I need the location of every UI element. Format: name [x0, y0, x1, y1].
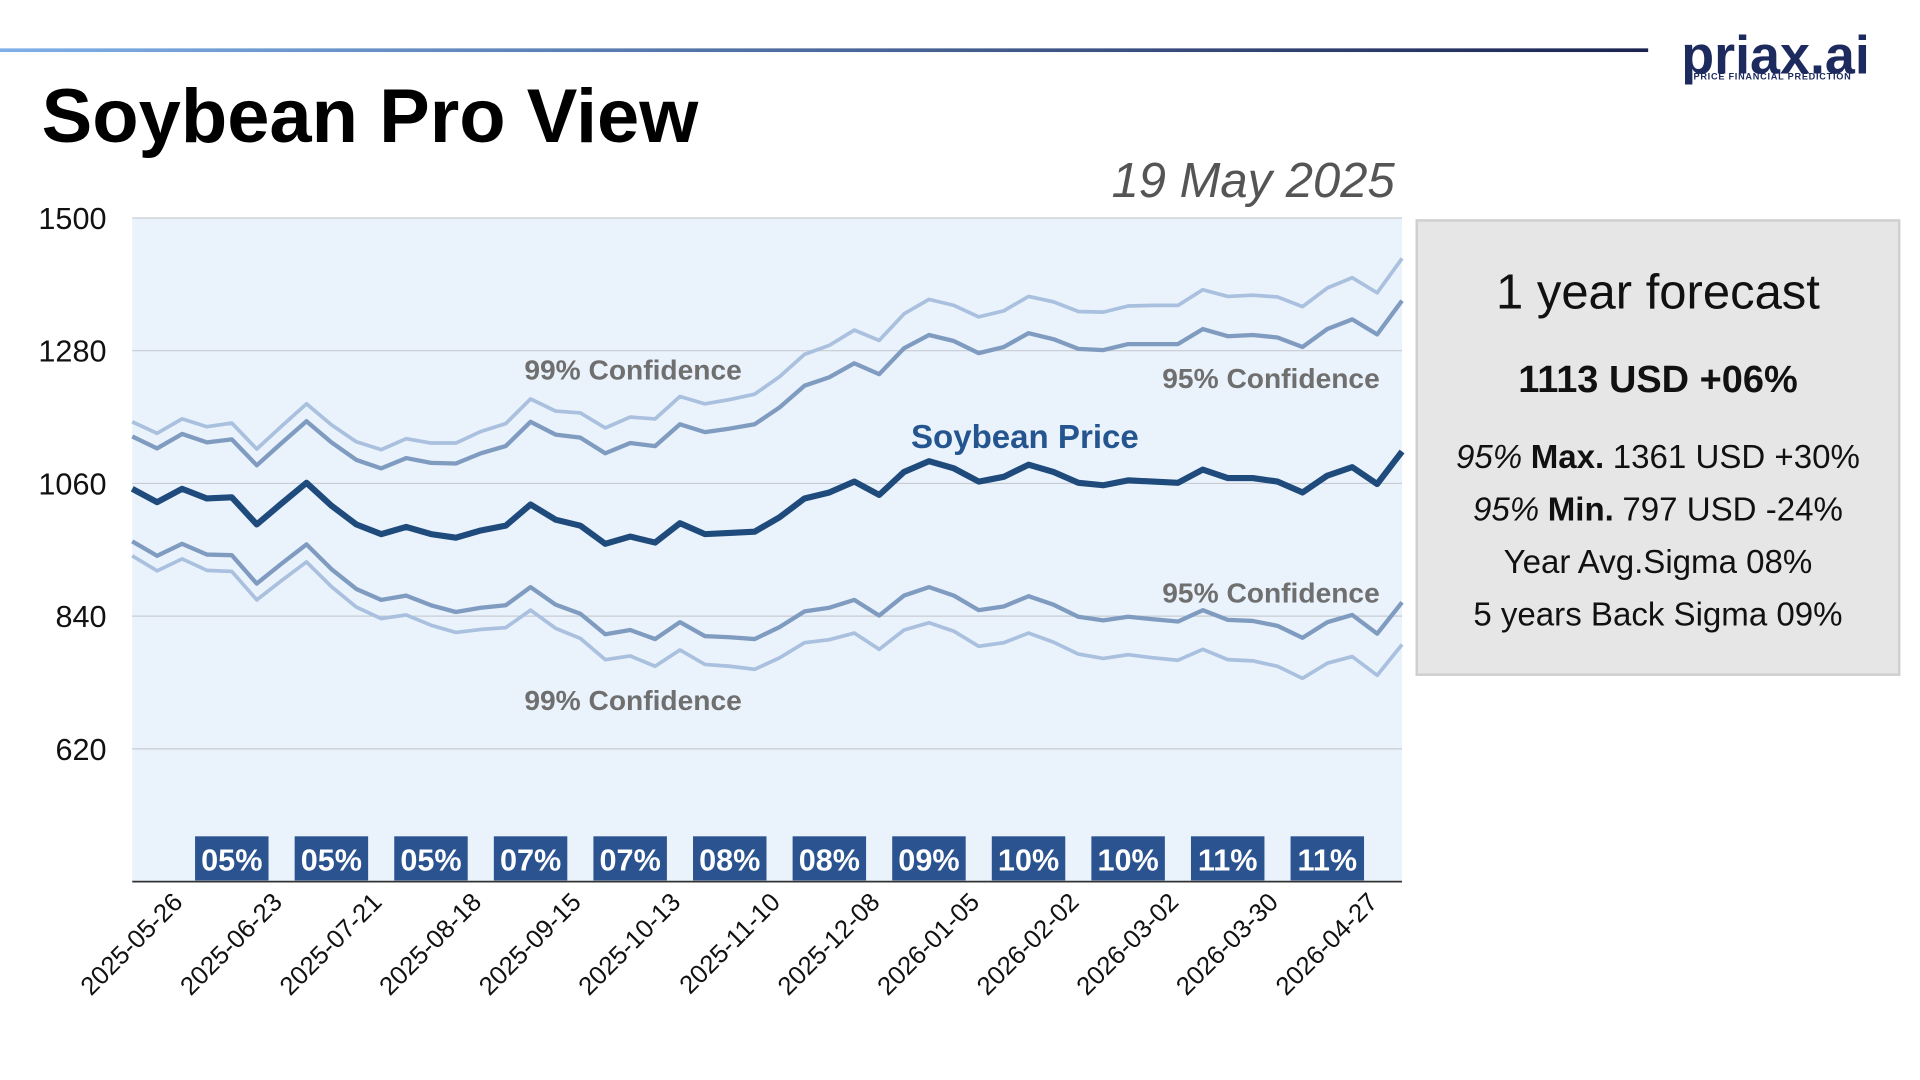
x-tick-label: 2025-09-15: [474, 888, 587, 1001]
top-rule: [0, 48, 1649, 53]
y-tick-label: 620: [55, 733, 106, 767]
series-line: [131, 299, 1404, 471]
panel-line: 95% Min. 797 USD -24%: [1473, 491, 1843, 528]
y-tick-label: 840: [55, 600, 106, 634]
sigma-label: 11%: [1298, 844, 1358, 878]
panel-line: Year Avg.Sigma 08%: [1504, 544, 1813, 581]
y-tick-label: 1500: [38, 202, 106, 236]
sigma-box: [892, 836, 966, 881]
series-annotation: Soybean Price: [911, 419, 1139, 456]
sigma-box: [493, 836, 568, 881]
sigma-label: 08%: [799, 844, 860, 878]
x-tick-label: 2025-05-26: [76, 888, 189, 1001]
logo: priax.ai: [1681, 25, 1870, 85]
series-annotation: 95% Confidence: [1162, 363, 1379, 394]
sigma-box: [394, 836, 468, 881]
series-line: [131, 539, 1404, 642]
panel-line-qualifier: 95%: [1473, 491, 1539, 528]
series-line: [131, 257, 1404, 452]
x-tick-label: 2026-04-27: [1271, 888, 1384, 1001]
plot-area: [132, 217, 1403, 882]
panel-line-key: Min.: [1548, 491, 1614, 528]
sigma-label: 05%: [301, 844, 362, 878]
x-tick-label: 2025-07-21: [275, 888, 388, 1001]
series-annotation: 95% Confidence: [1162, 577, 1379, 608]
sigma-box: [195, 836, 269, 881]
panel-title: 1 year forecast: [1496, 266, 1820, 320]
panel-line-qualifier: 95%: [1456, 439, 1522, 476]
sigma-label: 10%: [1097, 844, 1158, 878]
series-line: [130, 449, 1405, 547]
x-tick-label: 2025-08-18: [374, 888, 487, 1001]
sigma-box: [593, 836, 667, 881]
sigma-box: [1290, 836, 1365, 881]
panel-line: 5 years Back Sigma 09%: [1473, 597, 1842, 634]
panel-line: 95% Max. 1361 USD +30%: [1456, 439, 1860, 476]
sigma-label: 07%: [500, 844, 561, 878]
sigma-label: 08%: [699, 844, 760, 878]
x-tick-label: 2025-06-23: [175, 888, 288, 1001]
panel-line-value: 1361 USD +30%: [1613, 439, 1860, 476]
sigma-box: [294, 836, 369, 881]
series-annotation: 99% Confidence: [524, 685, 741, 716]
date: 19 May 2025: [1112, 154, 1396, 208]
sigma-box: [693, 836, 767, 881]
x-tick-label: 2026-03-02: [1071, 888, 1184, 1001]
x-tick-label: 2025-11-10: [674, 888, 785, 999]
panel-line-value: 797 USD -24%: [1622, 491, 1842, 528]
sigma-box: [1190, 836, 1265, 881]
sigma-box: [991, 836, 1066, 881]
panel-headline: 1113 USD +06%: [1518, 359, 1797, 401]
sigma-label: 05%: [400, 844, 461, 878]
series-line: [131, 554, 1404, 681]
sigma-label: 07%: [600, 844, 661, 878]
panel-line-value: 5 years Back Sigma 09%: [1473, 597, 1842, 634]
x-tick-label: 2026-01-05: [872, 888, 985, 1001]
logo-tagline: PRICE FINANCIAL PREDICTION: [1693, 72, 1851, 82]
sigma-label: 05%: [201, 844, 262, 878]
panel-line-value: Year Avg.Sigma 08%: [1504, 544, 1813, 581]
y-tick-label: 1060: [38, 467, 106, 501]
x-tick-label: 2026-03-30: [1171, 888, 1284, 1001]
title: Soybean Pro View: [42, 74, 700, 159]
series-annotation: 99% Confidence: [524, 355, 741, 386]
panel-lines: 95% Max. 1361 USD +30%95% Min. 797 USD -24%Y…: [1456, 439, 1860, 634]
sigma-box: [792, 836, 867, 881]
y-tick-label: 1280: [38, 335, 106, 369]
x-tick-label: 2025-10-13: [574, 888, 687, 1001]
x-tick-label: 2026-02-02: [972, 888, 1085, 1001]
sigma-label: 11%: [1198, 844, 1258, 878]
forecast-panel: [1415, 219, 1901, 676]
x-tick-label: 2025-12-08: [773, 888, 886, 1001]
panel-line-key: Max.: [1531, 439, 1604, 476]
sigma-label: 09%: [898, 844, 959, 878]
sigma-box: [1091, 836, 1165, 881]
sigma-label: 10%: [998, 844, 1059, 878]
